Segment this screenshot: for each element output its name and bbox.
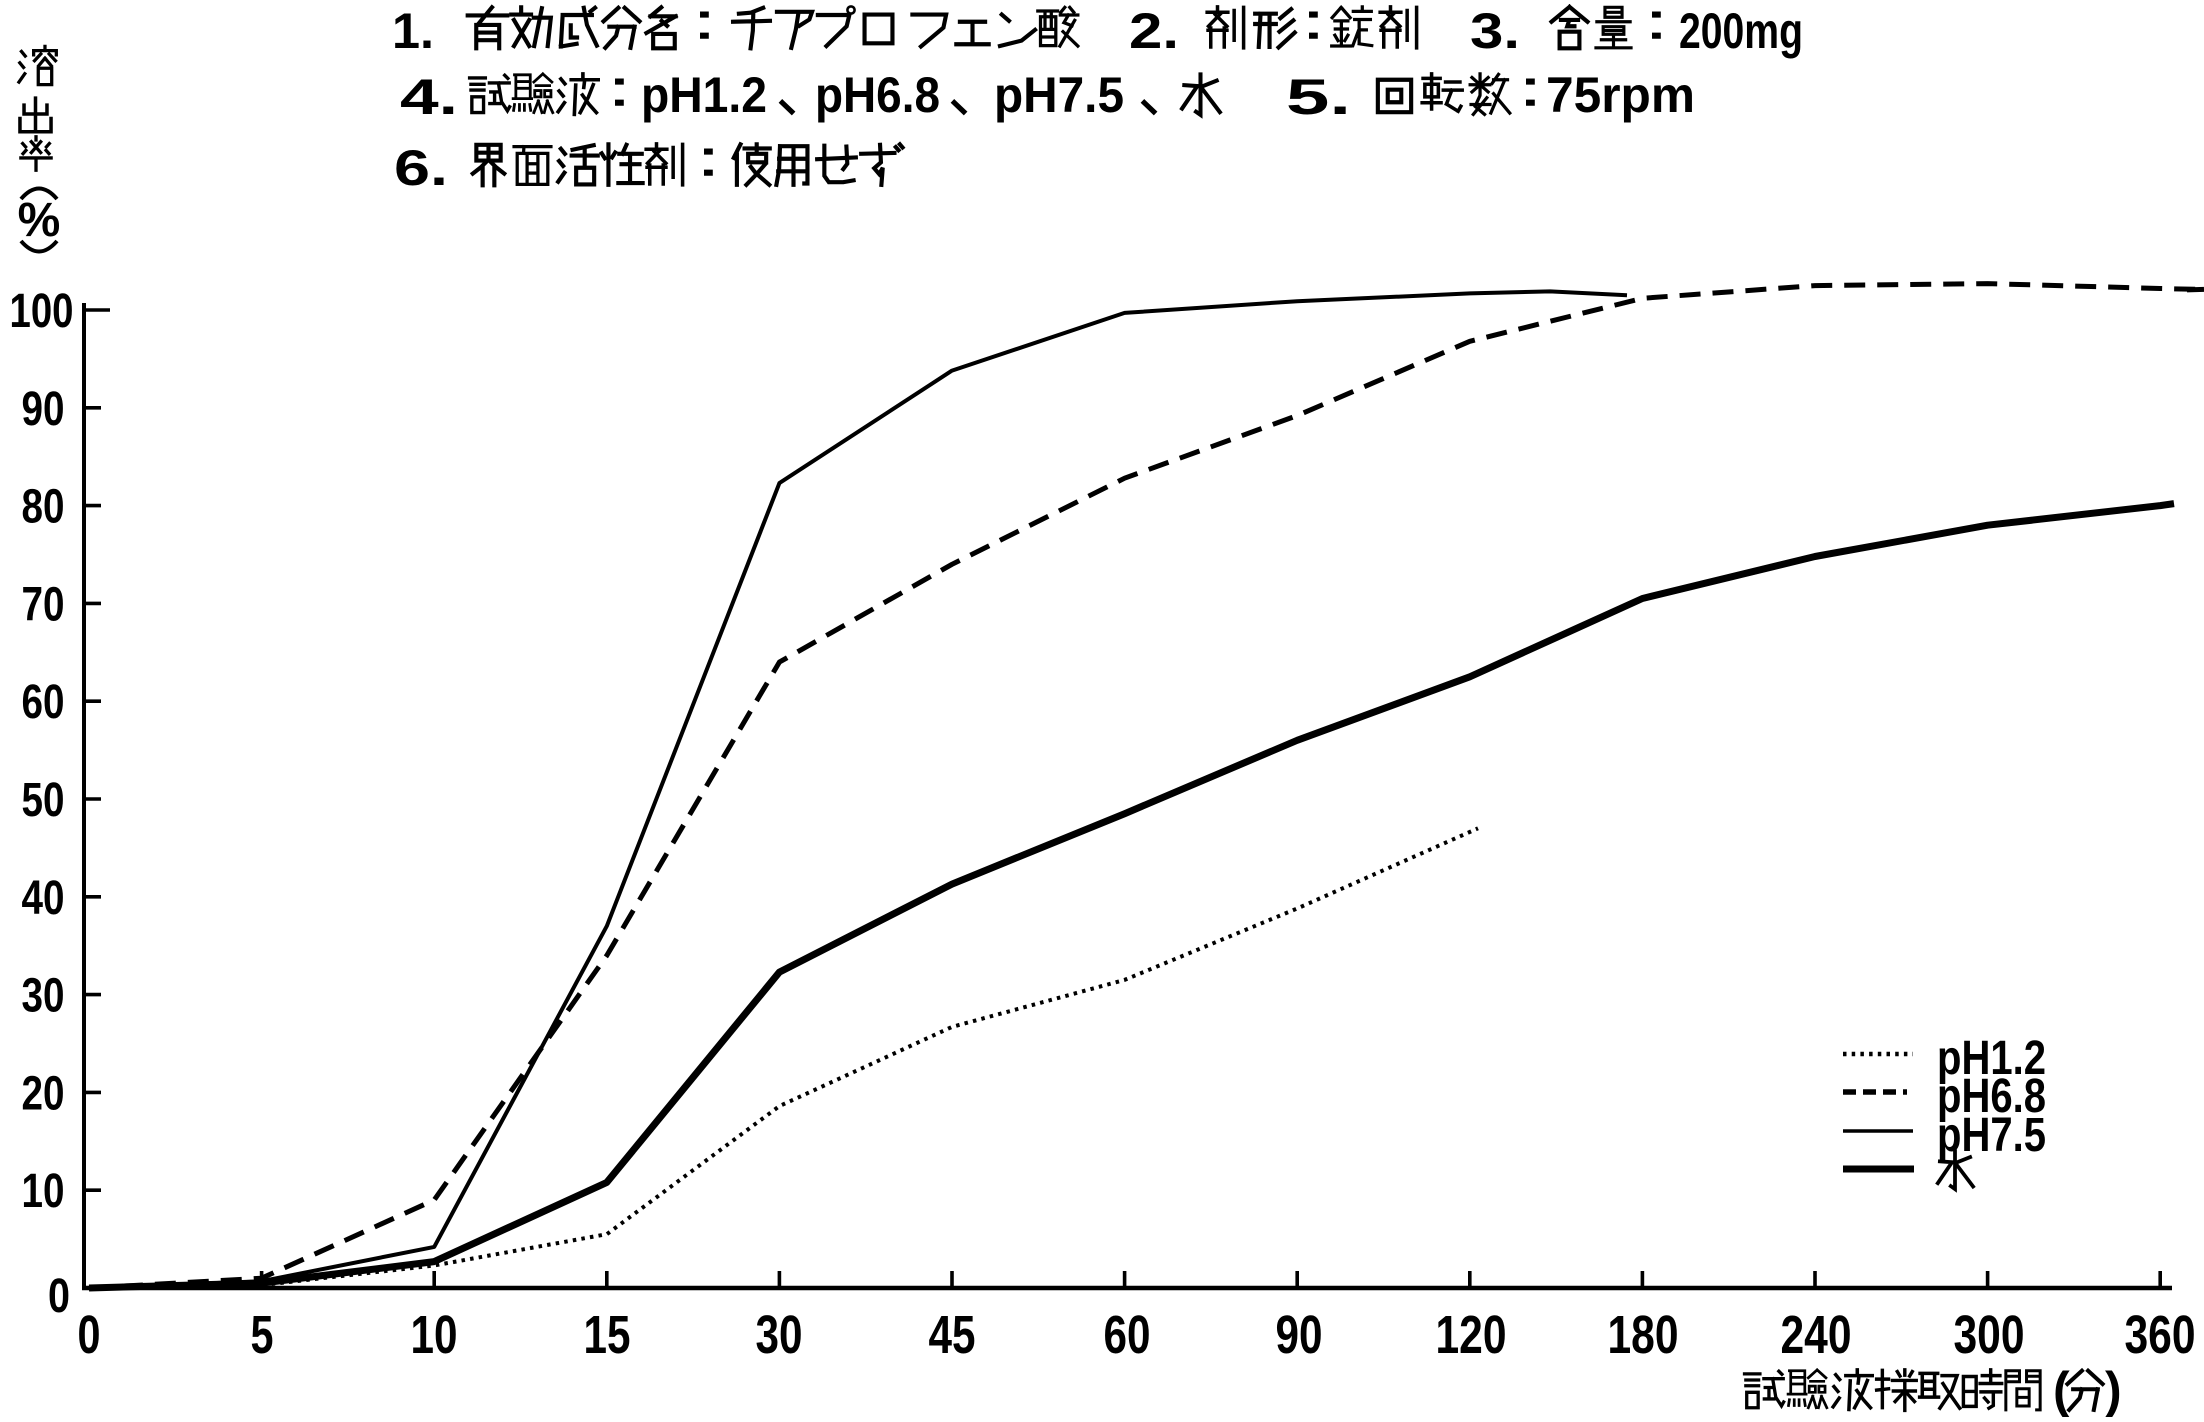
svg-text:45: 45	[929, 1305, 976, 1365]
svg-text:0: 0	[48, 1270, 70, 1323]
svg-text:10: 10	[22, 1165, 65, 1218]
svg-text:pH1.2: pH1.2	[641, 67, 767, 123]
svg-text:10: 10	[411, 1305, 458, 1365]
svg-text:15: 15	[584, 1305, 631, 1365]
svg-text:20: 20	[22, 1067, 65, 1120]
svg-text:0: 0	[78, 1305, 101, 1365]
svg-text:200mg: 200mg	[1679, 3, 1803, 59]
svg-text:pH7.5: pH7.5	[994, 67, 1124, 123]
svg-text:90: 90	[1276, 1305, 1323, 1365]
svg-text:80: 80	[22, 481, 65, 534]
svg-text:120: 120	[1436, 1305, 1507, 1365]
svg-text:240: 240	[1781, 1305, 1852, 1365]
svg-text:6.: 6.	[394, 140, 448, 196]
svg-text:2.: 2.	[1129, 3, 1179, 59]
svg-text:30: 30	[756, 1305, 803, 1365]
svg-text:70: 70	[22, 578, 65, 631]
svg-text:300: 300	[1954, 1305, 2025, 1365]
svg-text:5: 5	[251, 1305, 274, 1365]
svg-text:1.: 1.	[392, 3, 434, 59]
svg-text:40: 40	[22, 872, 65, 925]
svg-text:pH1.2: pH1.2	[1937, 1032, 2046, 1085]
svg-text:60: 60	[1104, 1305, 1151, 1365]
svg-text:pH6.8: pH6.8	[815, 67, 940, 123]
svg-text:30: 30	[22, 970, 65, 1023]
svg-text:180: 180	[1608, 1305, 1679, 1365]
svg-text:60: 60	[22, 676, 65, 729]
svg-text:): )	[2105, 1362, 2122, 1417]
svg-text:50: 50	[22, 774, 65, 827]
svg-text:%: %	[18, 194, 61, 247]
svg-text:75rpm: 75rpm	[1546, 67, 1695, 123]
svg-text:360: 360	[2125, 1305, 2196, 1365]
svg-text:pH6.8: pH6.8	[1937, 1070, 2046, 1123]
svg-text:3.: 3.	[1470, 3, 1520, 59]
svg-text:90: 90	[22, 383, 65, 436]
svg-text:(: (	[2053, 1362, 2070, 1417]
svg-text:4.: 4.	[400, 69, 458, 125]
svg-text:5.: 5.	[1286, 69, 1351, 125]
svg-text:100: 100	[10, 285, 74, 338]
